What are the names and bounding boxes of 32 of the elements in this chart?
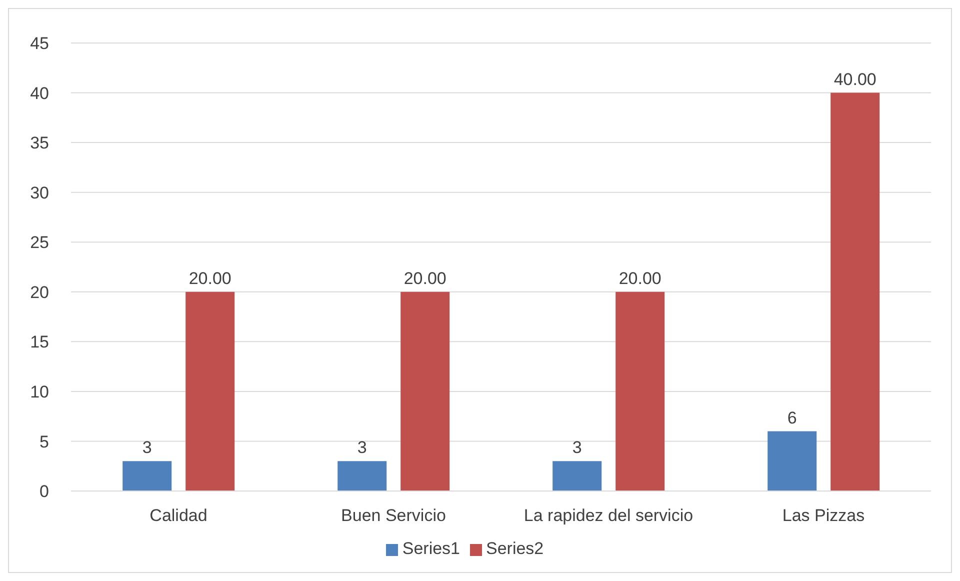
- data-label: 3: [142, 438, 152, 458]
- y-tick-label: 5: [40, 432, 49, 452]
- bar: [186, 292, 235, 491]
- data-label: 20.00: [188, 268, 232, 288]
- bar: [122, 461, 172, 491]
- y-tick-label: 40: [30, 84, 49, 103]
- bar: [768, 431, 817, 491]
- bar: [616, 292, 665, 491]
- data-label: 3: [572, 438, 582, 458]
- data-label: 6: [787, 408, 797, 428]
- y-tick-label: 20: [30, 282, 49, 302]
- data-label: 3: [357, 438, 367, 458]
- y-tick-label: 10: [30, 382, 49, 402]
- x-tick-label: Calidad: [150, 506, 208, 526]
- x-tick-label: Buen Servicio: [341, 506, 446, 526]
- bar: [552, 461, 602, 491]
- legend-label: Series2: [486, 539, 544, 558]
- y-tick-label: 35: [30, 134, 49, 153]
- y-tick-label: 0: [40, 482, 49, 502]
- y-tick-label: 30: [30, 183, 49, 202]
- y-tick-label: 15: [30, 332, 49, 352]
- data-label: 40.00: [834, 70, 876, 89]
- bar: [830, 92, 880, 491]
- bar: [338, 461, 387, 491]
- x-tick-label: Las Pizzas: [782, 506, 865, 526]
- y-tick-label: 45: [30, 34, 49, 54]
- data-label: 20.00: [404, 268, 446, 288]
- x-tick-label: La rapidez del servicio: [524, 506, 694, 526]
- legend-label: Series1: [402, 539, 460, 558]
- y-tick-label: 25: [30, 233, 49, 252]
- data-label: 20.00: [618, 268, 662, 288]
- bar: [400, 292, 450, 491]
